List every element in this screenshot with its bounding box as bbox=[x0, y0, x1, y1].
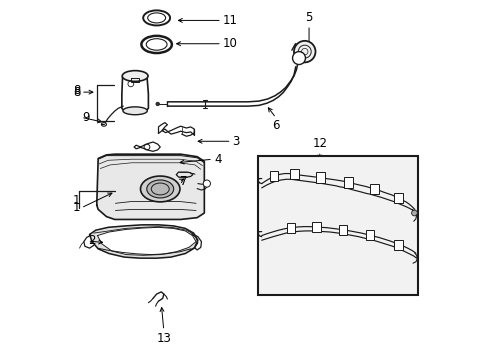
Polygon shape bbox=[97, 227, 196, 255]
Text: 1: 1 bbox=[73, 202, 81, 215]
Text: 4: 4 bbox=[214, 153, 221, 166]
Ellipse shape bbox=[146, 180, 173, 198]
Text: 5: 5 bbox=[305, 11, 312, 24]
Text: 9: 9 bbox=[82, 111, 89, 124]
Polygon shape bbox=[97, 154, 204, 220]
Bar bbox=[338, 225, 346, 235]
Text: 13: 13 bbox=[156, 332, 171, 345]
Text: 6: 6 bbox=[272, 119, 279, 132]
Bar bbox=[258, 156, 417, 296]
Text: 7: 7 bbox=[180, 175, 187, 188]
Bar bbox=[269, 171, 278, 181]
Text: 10: 10 bbox=[223, 37, 237, 50]
Bar bbox=[311, 222, 320, 232]
Text: 12: 12 bbox=[312, 137, 326, 150]
Bar bbox=[394, 193, 402, 203]
Bar bbox=[394, 240, 402, 250]
Text: 3: 3 bbox=[232, 135, 240, 148]
Bar bbox=[290, 169, 298, 179]
Bar bbox=[316, 172, 324, 183]
Ellipse shape bbox=[122, 71, 148, 81]
Bar bbox=[369, 184, 378, 194]
Polygon shape bbox=[89, 225, 198, 258]
Text: 11: 11 bbox=[223, 14, 238, 27]
Text: 2: 2 bbox=[88, 234, 96, 247]
Circle shape bbox=[293, 41, 315, 62]
Circle shape bbox=[156, 102, 159, 106]
Bar bbox=[344, 177, 352, 188]
Circle shape bbox=[411, 210, 416, 216]
Circle shape bbox=[203, 180, 210, 187]
Text: 8: 8 bbox=[73, 84, 81, 97]
Circle shape bbox=[292, 51, 305, 64]
Ellipse shape bbox=[122, 107, 147, 115]
Ellipse shape bbox=[140, 176, 180, 202]
Text: 1: 1 bbox=[73, 194, 81, 207]
Bar bbox=[365, 230, 373, 240]
Bar bbox=[286, 223, 295, 233]
Text: 8: 8 bbox=[73, 86, 81, 99]
